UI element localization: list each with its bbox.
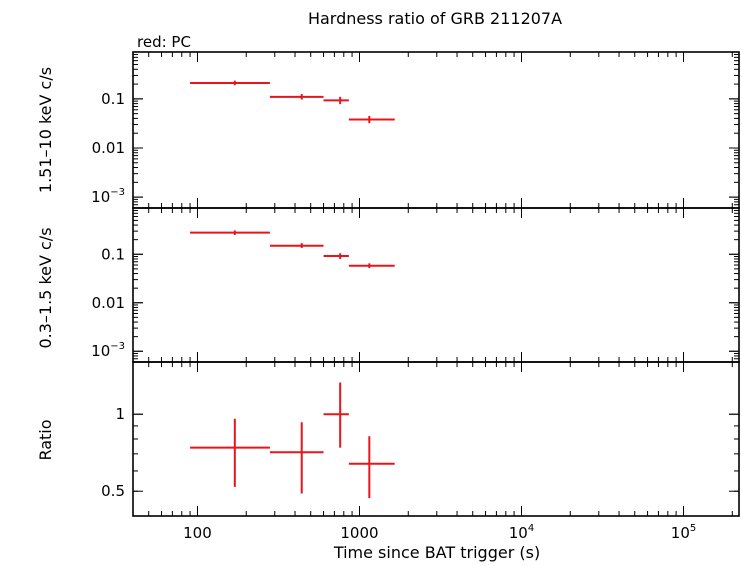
data-point-soft-0 (190, 230, 270, 235)
y-axis-label-ratio: Ratio (36, 419, 55, 460)
chart-title: Hardness ratio of GRB 211207A (308, 9, 562, 28)
data-point-soft-2 (323, 253, 349, 259)
y-tick-label-soft: 0.01 (92, 294, 125, 312)
y-axis-label-soft: 0.3–1.5 keV c/s (36, 227, 55, 348)
data-point-ratio-3 (348, 436, 395, 499)
panel-frame-hard (132, 51, 740, 209)
x-tick-label: 104 (509, 523, 534, 542)
y-tick-label-hard: 10−3 (91, 187, 125, 206)
x-axis-label: Time since BAT trigger (s) (333, 543, 540, 562)
x-tick-label: 100 (183, 524, 212, 542)
panel-frame-ratio (132, 361, 740, 517)
panel-ratio: 10.5 (101, 361, 740, 517)
y-tick-label-hard: 0.01 (92, 139, 125, 157)
panel-frame-soft (132, 207, 740, 363)
data-point-soft-1 (269, 243, 324, 248)
data-point-ratio-0 (190, 418, 270, 487)
x-tick-label: 1000 (340, 524, 378, 542)
y-tick-label-soft: 0.1 (101, 245, 125, 263)
y-tick-label-soft: 10−3 (91, 341, 125, 360)
data-point-ratio-2 (323, 382, 349, 448)
data-point-hard-0 (190, 80, 270, 86)
y-tick-label-hard: 0.1 (101, 90, 125, 108)
chart-subtitle: red: PC (137, 33, 191, 51)
data-point-hard-3 (348, 115, 395, 124)
data-point-hard-1 (269, 94, 324, 100)
data-point-ratio-1 (269, 422, 324, 494)
data-point-hard-2 (323, 96, 349, 105)
data-point-soft-3 (348, 263, 395, 269)
y-tick-label-ratio: 0.5 (101, 482, 125, 500)
panel-soft: 0.1 0.01 10−3 (91, 207, 740, 363)
y-axis-label-hard: 1.51–10 keV c/s (36, 67, 55, 193)
panel-hard: 0.1 0.01 10−3 (91, 51, 740, 209)
y-tick-label-ratio: 1 (115, 405, 125, 423)
x-tick-label: 105 (671, 523, 696, 542)
